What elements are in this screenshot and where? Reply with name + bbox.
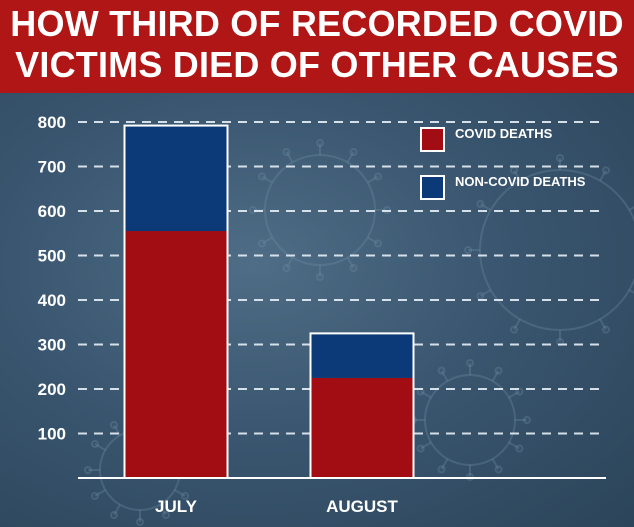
virus-decoration-icon: [464, 154, 634, 346]
y-tick-label: 400: [38, 291, 66, 310]
chart-title-line-2: VICTIMS DIED OF OTHER CAUSES: [15, 44, 619, 85]
y-tick-label: 500: [38, 247, 66, 266]
y-tick-label: 800: [38, 113, 66, 132]
y-tick-label: 300: [38, 336, 66, 355]
y-tick-label: 100: [38, 425, 66, 444]
legend-label: COVID DEATHS: [455, 126, 553, 141]
bar-august-covid-deaths: [310, 377, 414, 478]
legend-swatch: [420, 175, 445, 200]
title-band: HOW THIRD OF RECORDED COVID VICTIMS DIED…: [0, 0, 634, 93]
bar-july-covid-deaths: [124, 231, 228, 478]
legend-swatch: [420, 127, 445, 152]
x-category-label: AUGUST: [326, 497, 398, 516]
virus-background-decoration: [84, 139, 634, 526]
virus-decoration-icon: [409, 359, 531, 481]
axes: 100 200 300 400 500 600 700 800 JULY AUGUST: [38, 113, 606, 516]
bar-august-non-covid-deaths: [310, 333, 414, 378]
y-tick-label: 600: [38, 202, 66, 221]
chart-title-line-1: HOW THIRD OF RECORDED COVID: [10, 3, 624, 44]
legend-label: NON-COVID DEATHS: [455, 174, 586, 189]
y-tick-label: 700: [38, 158, 66, 177]
x-category-label: JULY: [155, 497, 198, 516]
y-tick-label: 200: [38, 380, 66, 399]
bars: [123, 124, 415, 479]
virus-decoration-icon: [249, 139, 391, 281]
legend: COVID DEATHS NON-COVID DEATHS: [420, 126, 586, 200]
bar-july-non-covid-deaths: [124, 125, 228, 232]
